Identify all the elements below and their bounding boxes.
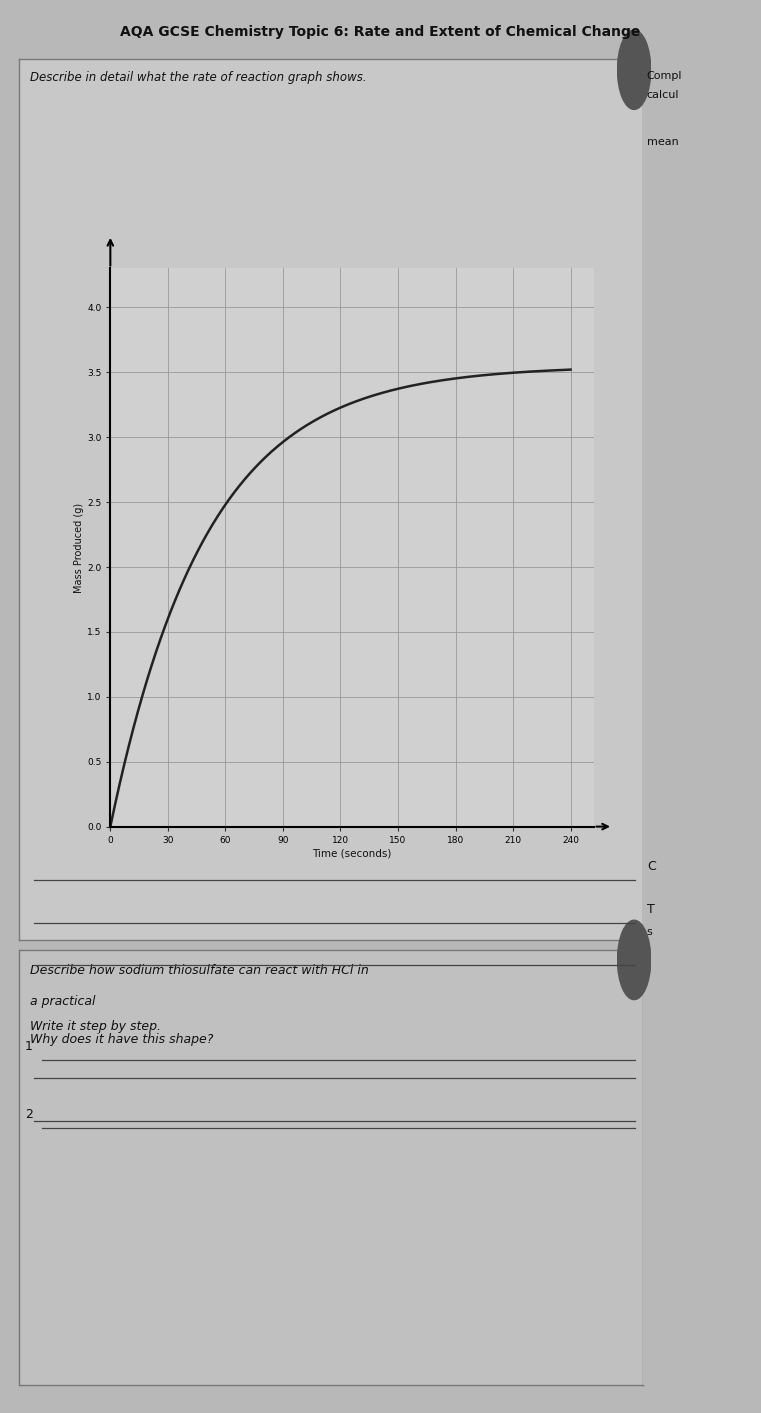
Circle shape [617,920,651,999]
Text: 1: 1 [25,1040,33,1053]
Text: AQA GCSE Chemistry Topic 6: Rate and Extent of Chemical Change: AQA GCSE Chemistry Topic 6: Rate and Ext… [120,25,641,40]
Text: Describe in detail what the rate of reaction graph shows.: Describe in detail what the rate of reac… [30,71,367,83]
Text: mean: mean [647,137,679,147]
Text: Why does it have this shape?: Why does it have this shape? [30,1033,214,1046]
Text: Describe how sodium thiosulfate can react with HCl in: Describe how sodium thiosulfate can reac… [30,964,369,976]
Text: C: C [647,861,655,873]
Text: s: s [647,927,653,937]
Text: a: a [630,65,638,75]
Text: Write it step by step.: Write it step by step. [30,1020,161,1033]
Text: b: b [630,955,638,965]
Text: calcul: calcul [647,90,680,100]
Y-axis label: Mass Produced (g): Mass Produced (g) [74,503,84,592]
X-axis label: Time (seconds): Time (seconds) [312,849,392,859]
Text: 2: 2 [25,1108,33,1121]
Text: Compl: Compl [647,71,683,81]
Text: a practical: a practical [30,995,96,1007]
Circle shape [617,30,651,109]
Text: T: T [647,903,654,916]
